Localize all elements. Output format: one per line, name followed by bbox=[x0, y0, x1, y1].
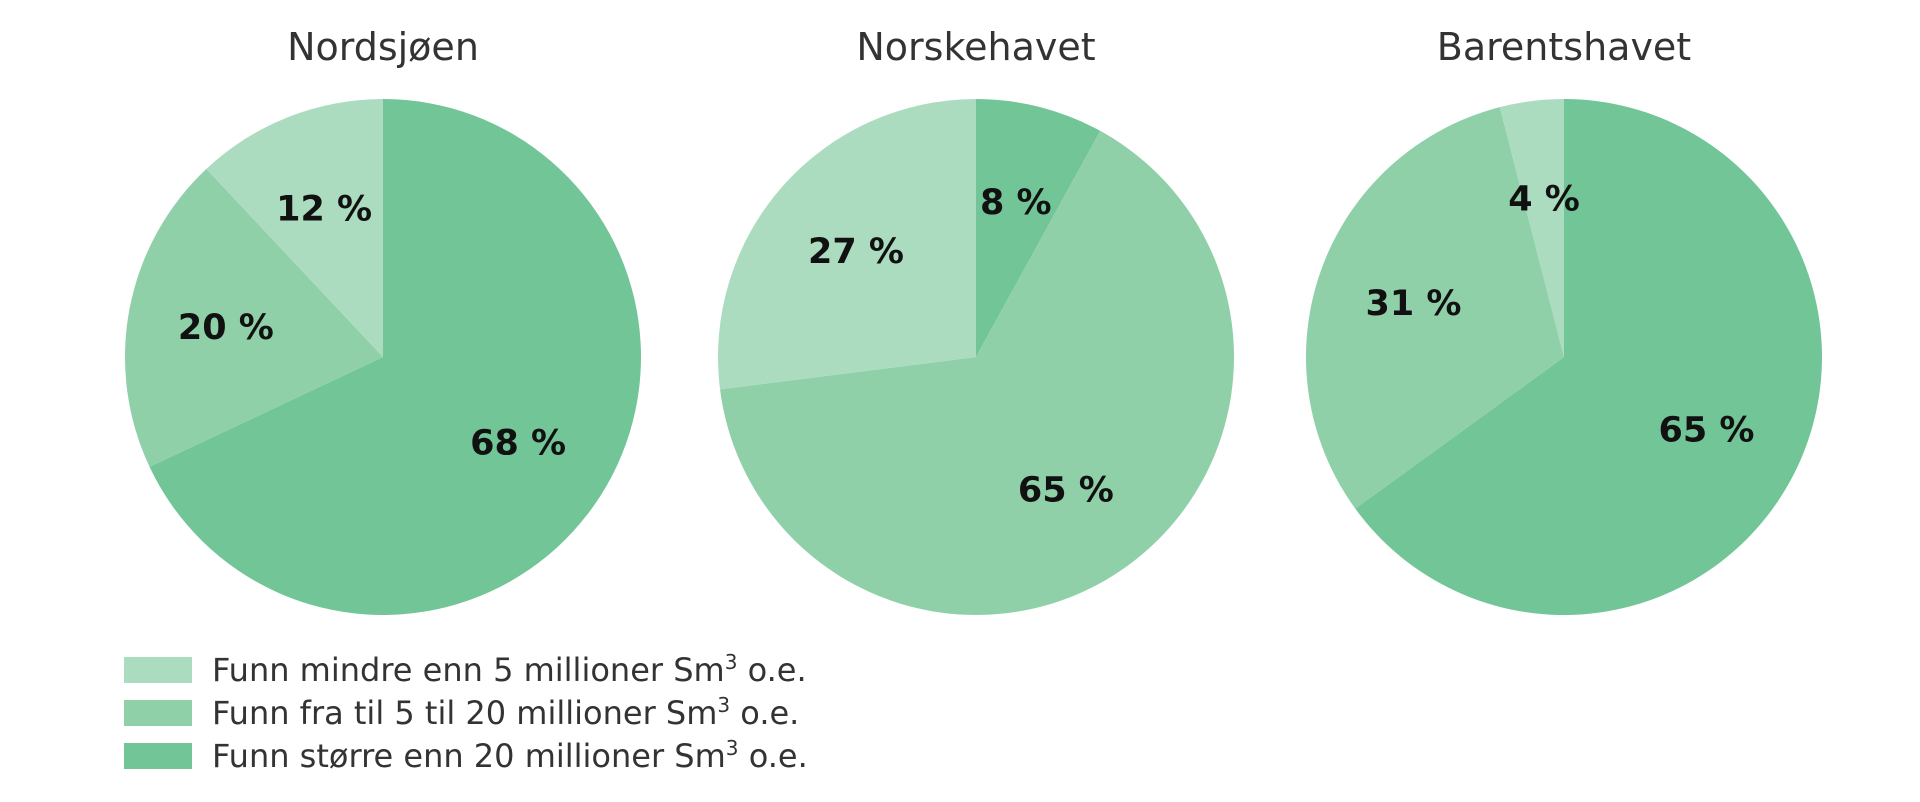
legend-label-sup: 3 bbox=[726, 736, 739, 760]
pie-slice-small bbox=[1499, 99, 1564, 357]
pie-slice-medium bbox=[124, 168, 383, 467]
legend-label-sup: 3 bbox=[725, 650, 738, 674]
legend-label-suffix: o.e. bbox=[737, 651, 806, 689]
pie-title: Nordsjøen bbox=[287, 25, 479, 69]
pie-title: Barentshavet bbox=[1437, 25, 1691, 69]
pie-data-label: 65 % bbox=[1659, 411, 1755, 451]
legend-label-main: Funn større enn 20 millioner Sm bbox=[212, 737, 726, 775]
legend-label-suffix: o.e. bbox=[739, 737, 808, 775]
pie-slice-large bbox=[149, 99, 641, 615]
pie-chart-2: Barentshavet 65 % 31 % 4 % bbox=[1305, 25, 1822, 615]
pie-data-label: 20 % bbox=[178, 308, 274, 348]
pie-data-label: 4 % bbox=[1508, 179, 1580, 219]
legend-label-main: Funn mindre enn 5 millioner Sm bbox=[212, 651, 725, 689]
pie-slice-large bbox=[1355, 99, 1822, 615]
pie-slice-medium bbox=[720, 130, 1234, 615]
legend-label: Funn mindre enn 5 millioner Sm3 o.e. bbox=[212, 650, 807, 689]
pie-data-label: 8 % bbox=[980, 183, 1052, 223]
legend: Funn mindre enn 5 millioner Sm3 o.e.Funn… bbox=[124, 650, 808, 775]
pie-data-label: 68 % bbox=[470, 424, 566, 464]
pie-slice-small bbox=[206, 99, 383, 357]
legend-label: Funn større enn 20 millioner Sm3 o.e. bbox=[212, 736, 808, 775]
legend-label-suffix: o.e. bbox=[730, 694, 799, 732]
legend-swatch-small bbox=[124, 657, 192, 683]
pie-title: Norskehavet bbox=[856, 25, 1095, 69]
pie-chart-0: Nordsjøen 68 % 20 % 12 % bbox=[124, 25, 641, 615]
legend-label-sup: 3 bbox=[717, 693, 730, 717]
pie-data-label: 12 % bbox=[276, 189, 372, 229]
pie-chart-1: Norskehavet 8 % 65 % 27 % bbox=[717, 25, 1234, 615]
pie-slice-small bbox=[717, 98, 976, 390]
pie-slice-medium bbox=[1305, 107, 1564, 509]
legend-label: Funn fra til 5 til 20 millioner Sm3 o.e. bbox=[212, 693, 799, 732]
pie-slice-large bbox=[976, 99, 1101, 357]
pie-data-label: 31 % bbox=[1366, 284, 1462, 324]
pie-data-label: 27 % bbox=[808, 232, 904, 272]
legend-label-main: Funn fra til 5 til 20 millioner Sm bbox=[212, 694, 717, 732]
legend-swatch-medium bbox=[124, 700, 192, 726]
legend-swatch-large bbox=[124, 743, 192, 769]
pie-data-label: 65 % bbox=[1018, 470, 1114, 510]
